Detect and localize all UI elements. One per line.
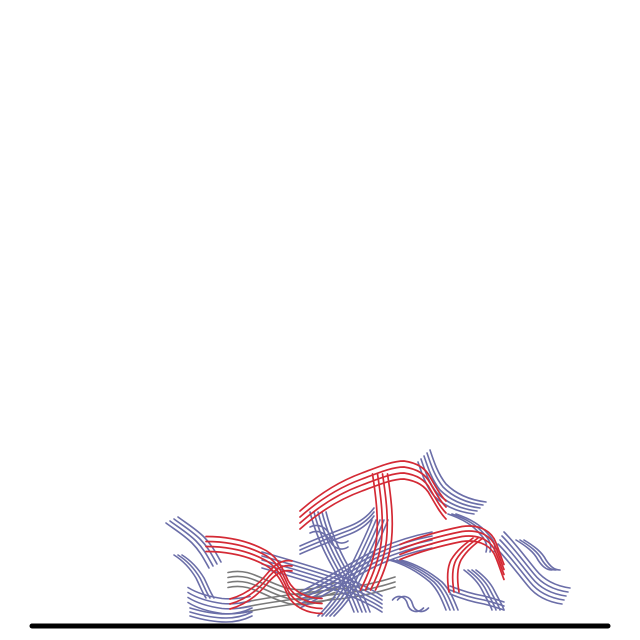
central-bundle-strand [325,519,381,617]
central-bundle-strand [261,551,383,597]
left-fringe-strand [187,591,251,605]
gray-under-strand [227,585,336,606]
central-bundle-strand [321,511,367,613]
central-bundle-strand [313,511,359,613]
left-fringe-strand [177,554,211,599]
central-bundle-strand [317,519,373,617]
right-red-loop-strand [451,537,479,593]
far-right-fringe-strand [449,589,505,607]
central-bundle-strand [299,507,375,547]
left-fringe-strand [169,520,214,567]
far-right-fringe-strand [497,543,565,601]
central-bundle-strand [391,595,425,613]
top-right-fringe-strand [429,449,487,503]
left-red-bridge-strand [229,559,293,600]
central-bundle-strand [309,530,349,550]
far-right-fringe-strand [515,539,553,571]
far-right-fringe-strand [499,539,567,597]
left-fringe-strand [173,554,207,599]
gray-under-strand [239,586,396,614]
left-red-bridge-strand [205,535,323,600]
central-bundle-strand [388,559,447,611]
central-bundle-strand [325,511,371,613]
far-right-fringe-strand [519,539,557,571]
left-fringe-strand [177,516,222,563]
left-red-bridge-strand [205,550,323,615]
far-right-fringe-strand [449,593,505,611]
right-red-loop-strand [399,535,505,576]
left-red-bridge-strand [205,540,323,605]
central-bundle-strand [392,559,451,611]
central-bundle-strand [299,531,433,593]
arch-red-strand [374,473,394,591]
far-right-fringe-strand [523,539,561,571]
arch-red-strand [299,478,447,530]
far-right-fringe-strand [503,531,571,589]
gray-under-strand [239,581,396,609]
central-bundle-strand [309,524,349,544]
central-bundle-strand [321,519,377,617]
left-fringe-strand [189,611,253,619]
arch-red-strand [369,473,389,591]
left-fringe-strand [173,518,218,565]
left-fringe-strand [189,607,253,615]
top-right-fringe-strand [423,455,481,509]
left-fringe-strand [187,586,251,600]
left-fringe-strand [189,615,253,623]
left-fringe-strand [181,554,215,599]
far-right-fringe-strand [467,569,497,611]
central-bundle-strand [396,595,430,613]
central-bundle-strand [299,515,375,555]
arch-red-strand [359,473,379,591]
top-right-fringe-strand [426,452,484,506]
right-red-loop-strand [399,525,505,566]
far-right-fringe-strand [495,547,563,605]
central-bundle-strand [396,559,455,611]
right-red-loop-strand [446,537,474,593]
arch-red-strand [299,472,447,524]
central-bundle-strand [261,567,383,613]
arch-red-strand [364,473,384,591]
top-right-fringe-strand [420,458,478,512]
arch-red-strand [299,466,447,518]
gray-under-strand [239,576,396,604]
far-right-fringe-strand [501,535,569,593]
gray-under-strand [227,575,336,596]
far-right-fringe-strand [463,569,493,611]
left-fringe-strand [187,596,251,610]
gray-under-strands [227,570,396,614]
right-red-loop-strand [456,537,484,593]
left-fringe-strand [165,522,210,569]
red-strands [205,460,505,615]
left-red-bridge-strand [205,545,323,610]
right-red-loop-strand [399,540,505,581]
arch-red-strand [299,460,447,512]
right-red-loop-strand [399,530,505,571]
central-bundle-strand [299,511,375,551]
left-red-bridge-strand [229,564,293,605]
central-bundle-strand [333,519,389,617]
blue-strands [165,449,571,623]
central-bundle-strand [400,559,459,611]
left-red-bridge-strand [229,569,293,610]
